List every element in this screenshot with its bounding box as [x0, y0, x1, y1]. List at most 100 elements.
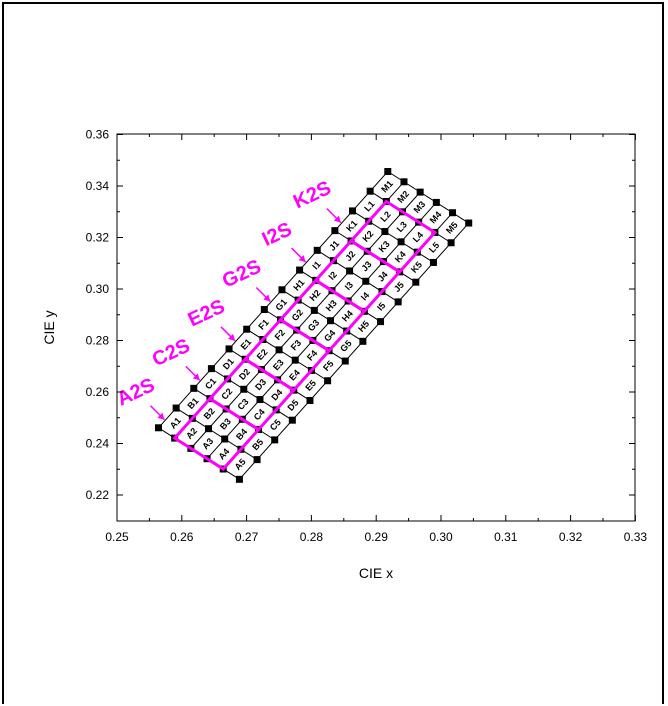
bin-label: C1 — [203, 376, 218, 391]
bin-label: H1 — [291, 277, 306, 292]
bin-label: E1 — [239, 337, 254, 352]
data-point — [416, 188, 424, 196]
y-tick-label: 0.24 — [86, 437, 110, 451]
bin-label: B2 — [202, 406, 217, 421]
data-point — [346, 267, 354, 275]
bin-label: K1 — [344, 218, 359, 233]
y-axis-title: CIE y — [41, 310, 57, 344]
data-point — [260, 305, 268, 313]
bin-label: M2 — [395, 189, 411, 205]
bin-label: C5 — [268, 417, 283, 432]
bin-label: J4 — [376, 270, 390, 284]
bin-label: F5 — [321, 358, 335, 373]
bin-label: A5 — [233, 457, 248, 472]
data-point — [155, 424, 162, 432]
super-bin-label: E2S — [185, 296, 229, 332]
data-point — [310, 306, 318, 314]
bin-label: J1 — [327, 239, 341, 253]
bin-label: G1 — [274, 297, 289, 313]
bin-label: F4 — [305, 348, 319, 363]
x-axis-title: CIE x — [359, 565, 393, 581]
bin-label: K2 — [360, 229, 375, 244]
bin-label: K5 — [409, 260, 424, 275]
bin-label: M4 — [428, 209, 444, 225]
super-bin-label: K2S — [290, 177, 335, 213]
super-bin-label: G2S — [219, 256, 265, 293]
data-point — [275, 346, 283, 354]
data-point — [240, 385, 248, 393]
data-point — [207, 365, 215, 373]
data-point — [313, 246, 321, 254]
bin-label: M1 — [379, 179, 395, 195]
bin-label: J3 — [359, 259, 373, 273]
data-point — [172, 404, 180, 412]
bin-label: A3 — [200, 436, 215, 451]
y-tick-label: 0.32 — [86, 231, 110, 245]
bin-label: I4 — [359, 290, 371, 302]
data-point — [253, 456, 261, 464]
bin-label: L5 — [427, 240, 441, 255]
y-tick-label: 0.30 — [86, 282, 110, 296]
bin-label: K4 — [393, 249, 408, 264]
bin-label: H3 — [324, 298, 339, 313]
bin-label: G2 — [290, 307, 305, 323]
bin-label: F3 — [289, 338, 303, 353]
data-point — [362, 277, 370, 285]
data-point — [349, 207, 357, 215]
bin-label: K3 — [377, 239, 392, 254]
bin-label: E4 — [287, 368, 302, 383]
bin-label: H4 — [340, 308, 355, 323]
super-bin-arrowhead — [298, 255, 306, 263]
bin-label: B4 — [234, 427, 249, 442]
bin-label: D2 — [237, 367, 252, 382]
super-bin-arrowhead — [333, 215, 341, 223]
data-point — [341, 357, 349, 365]
data-point — [205, 425, 213, 433]
bin-label: F2 — [273, 328, 287, 343]
data-point — [449, 209, 457, 217]
super-bin-arrowhead — [228, 333, 236, 341]
bin-label: G3 — [306, 318, 321, 334]
data-point — [291, 356, 299, 364]
data-point — [190, 384, 198, 392]
bin-label: D1 — [221, 356, 236, 371]
data-point — [384, 167, 392, 175]
bin-label: G4 — [322, 328, 337, 344]
x-tick-label: 0.30 — [429, 530, 453, 544]
bin-label: M3 — [412, 199, 428, 215]
data-point — [221, 435, 229, 443]
bin-label: B1 — [185, 396, 200, 411]
bin-label: C3 — [235, 397, 250, 412]
x-tick-label: 0.31 — [494, 530, 518, 544]
bin-label: E3 — [271, 357, 286, 372]
bin-label: L1 — [362, 199, 376, 214]
bin-label: L3 — [395, 220, 409, 235]
bin-label: E5 — [303, 378, 318, 393]
data-point — [447, 239, 455, 247]
bin-label: M5 — [444, 220, 460, 236]
bin-label: A4 — [216, 446, 231, 461]
y-tick-label: 0.34 — [86, 179, 110, 193]
bin-label: B5 — [250, 437, 265, 452]
bin-label: L4 — [411, 230, 425, 245]
bin-label: A1 — [168, 415, 183, 430]
data-point — [394, 298, 402, 306]
data-point — [397, 238, 405, 246]
data-point — [381, 228, 389, 236]
bin-label: F1 — [256, 317, 270, 332]
y-tick-label: 0.36 — [86, 128, 110, 142]
bin-label: I1 — [310, 259, 322, 271]
bin-label: D4 — [269, 387, 284, 402]
data-point — [324, 377, 332, 385]
bin-label: D3 — [253, 377, 268, 392]
data-point — [400, 178, 408, 186]
bin-label: D5 — [285, 398, 300, 413]
x-tick-label: 0.29 — [365, 530, 389, 544]
bin-label: E2 — [255, 347, 270, 362]
bin-label: G5 — [338, 338, 353, 354]
data-point — [225, 345, 233, 353]
bin-label: B3 — [218, 416, 233, 431]
super-bin-arrowhead — [157, 412, 165, 420]
data-point — [429, 258, 437, 266]
